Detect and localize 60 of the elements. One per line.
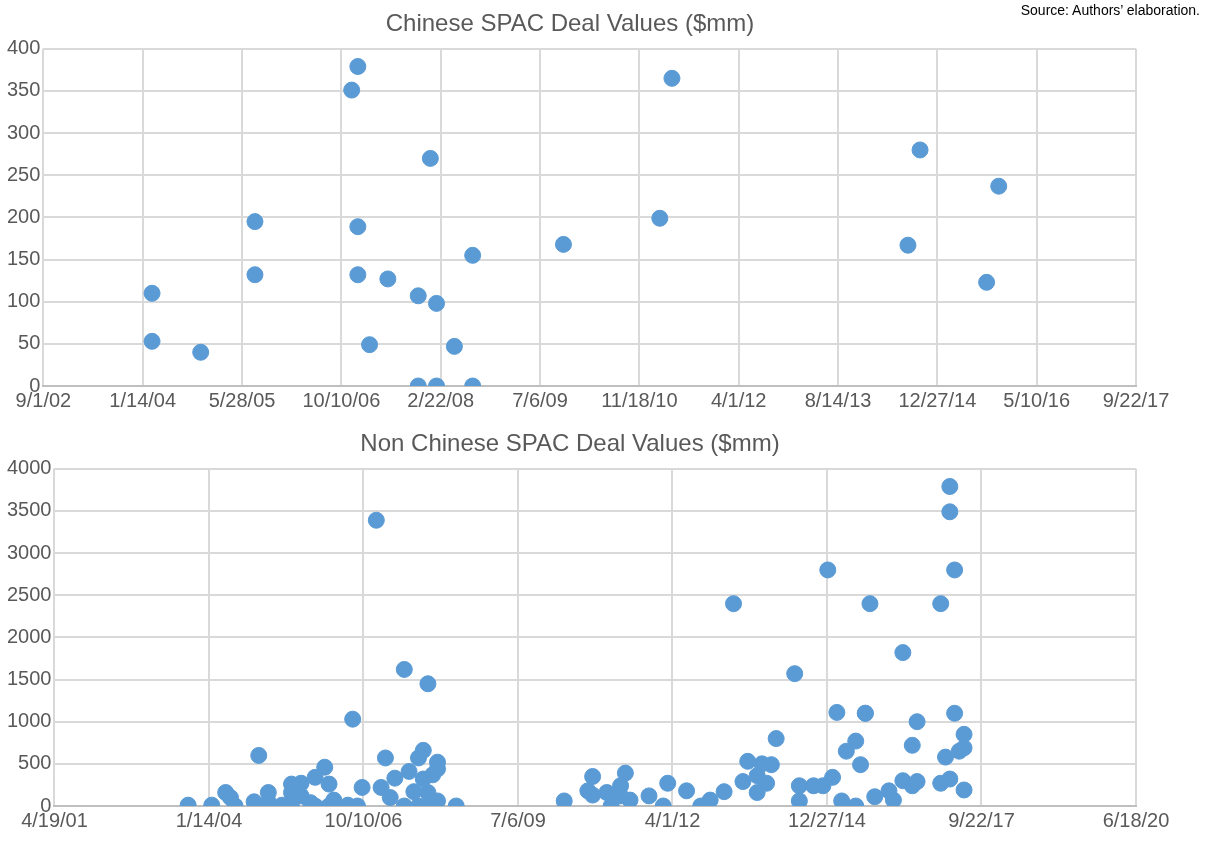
x-tick-label: 1/14/04 xyxy=(109,388,177,411)
point xyxy=(978,273,996,291)
point xyxy=(349,218,367,236)
x-tick-label: 12/27/14 xyxy=(788,808,866,831)
y-tick-label: 500 xyxy=(18,751,52,774)
point xyxy=(246,266,264,284)
y-tick-label: 3000 xyxy=(6,540,52,563)
y-tick-label: 150 xyxy=(6,247,41,270)
y-tick-label: 350 xyxy=(6,78,41,101)
x-tick-label: 4/1/12 xyxy=(644,808,701,831)
point xyxy=(445,337,463,355)
y-tick-label: 100 xyxy=(6,289,41,312)
y-tick-label: 2500 xyxy=(6,582,52,605)
chart-title: Chinese SPAC Deal Values ($mm) xyxy=(385,9,755,37)
point xyxy=(349,58,367,75)
source-note: Source: Authors’ elaboration. xyxy=(1020,2,1200,18)
point xyxy=(428,294,446,312)
point xyxy=(651,209,669,227)
x-tick-label: 8/14/13 xyxy=(804,388,872,411)
point xyxy=(361,336,379,354)
point xyxy=(349,266,367,284)
point xyxy=(990,177,1008,195)
point xyxy=(421,149,439,167)
point xyxy=(554,235,572,253)
x-tick-label: 9/22/17 xyxy=(1102,388,1170,411)
x-tick-label: 1/14/04 xyxy=(175,808,243,831)
chart-title: Non Chinese SPAC Deal Values ($mm) xyxy=(360,429,780,457)
x-tick-label: 6/18/20 xyxy=(1102,808,1170,831)
y-tick-label: 50 xyxy=(18,331,41,354)
point xyxy=(343,81,361,99)
point xyxy=(911,141,929,159)
point xyxy=(192,343,210,361)
y-tick-label: 200 xyxy=(6,204,41,227)
point xyxy=(464,246,482,264)
x-tick-label: 10/10/06 xyxy=(324,808,403,831)
y-tick-label: 1500 xyxy=(6,667,52,690)
x-tick-label: 12/27/14 xyxy=(898,388,977,411)
y-tick-label: 300 xyxy=(6,120,41,143)
point xyxy=(899,236,917,254)
point xyxy=(379,270,397,288)
point xyxy=(409,287,427,305)
y-tick-label: 1000 xyxy=(6,709,52,732)
y-tick-label: 2000 xyxy=(6,624,52,647)
x-tick-label: 11/18/10 xyxy=(601,388,678,411)
x-tick-label: 9/22/17 xyxy=(948,808,1015,831)
x-tick-label: 7/6/09 xyxy=(512,388,568,411)
x-tick-label: 10/10/06 xyxy=(302,388,381,411)
x-tick-label: 4/1/12 xyxy=(710,388,767,411)
y-tick-label: 400 xyxy=(6,36,41,59)
x-tick-label: 5/10/16 xyxy=(1003,388,1071,411)
point xyxy=(663,69,681,87)
point xyxy=(143,332,161,350)
y-tick-label: 3500 xyxy=(6,498,52,521)
y-tick-label: 4000 xyxy=(6,456,52,479)
x-tick-label: 5/28/05 xyxy=(208,388,276,411)
x-tick-label: 2/22/08 xyxy=(407,388,475,411)
x-tick-label: 7/6/09 xyxy=(490,808,546,831)
point xyxy=(246,213,264,231)
point xyxy=(143,284,161,302)
y-tick-label: 250 xyxy=(6,162,41,185)
